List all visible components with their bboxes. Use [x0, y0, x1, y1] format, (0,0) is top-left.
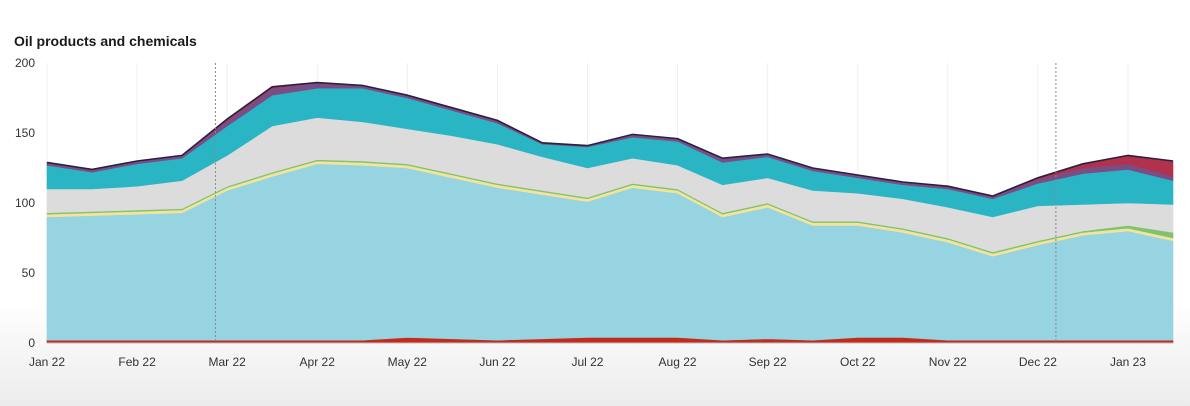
x-tick-label: Jun 22	[479, 355, 515, 369]
x-tick-label: Sep 22	[749, 355, 787, 369]
y-tick-label: 200	[15, 56, 35, 70]
x-tick-label: Oct 22	[840, 355, 876, 369]
x-tick-label: Jul 22	[571, 355, 603, 369]
y-tick-label: 100	[15, 196, 35, 210]
x-tick-label: Mar 22	[208, 355, 246, 369]
x-tick-label: Feb 22	[118, 355, 156, 369]
y-tick-label: 0	[28, 336, 35, 350]
x-tick-label: Aug 22	[659, 355, 697, 369]
stack-top-outline	[46, 81, 1174, 197]
area-layer	[46, 81, 1174, 344]
x-tick-label: Jan 22	[29, 355, 65, 369]
x-tick-label: Dec 22	[1019, 355, 1057, 369]
x-tick-label: Nov 22	[929, 355, 967, 369]
chart-title: Oil products and chemicals	[14, 33, 197, 49]
y-tick-label: 150	[15, 126, 35, 140]
axis-layer: 0 50 100 150 200 Jan 22 Feb 22 Mar 22 Apr 22 May …	[15, 56, 1173, 369]
x-tick-label: Apr 22	[300, 355, 336, 369]
x-tick-label: May 22	[388, 355, 428, 369]
reference-lines	[214, 63, 1057, 343]
x-tick-label: Jan 23	[1110, 355, 1146, 369]
y-tick-label: 50	[22, 266, 36, 280]
